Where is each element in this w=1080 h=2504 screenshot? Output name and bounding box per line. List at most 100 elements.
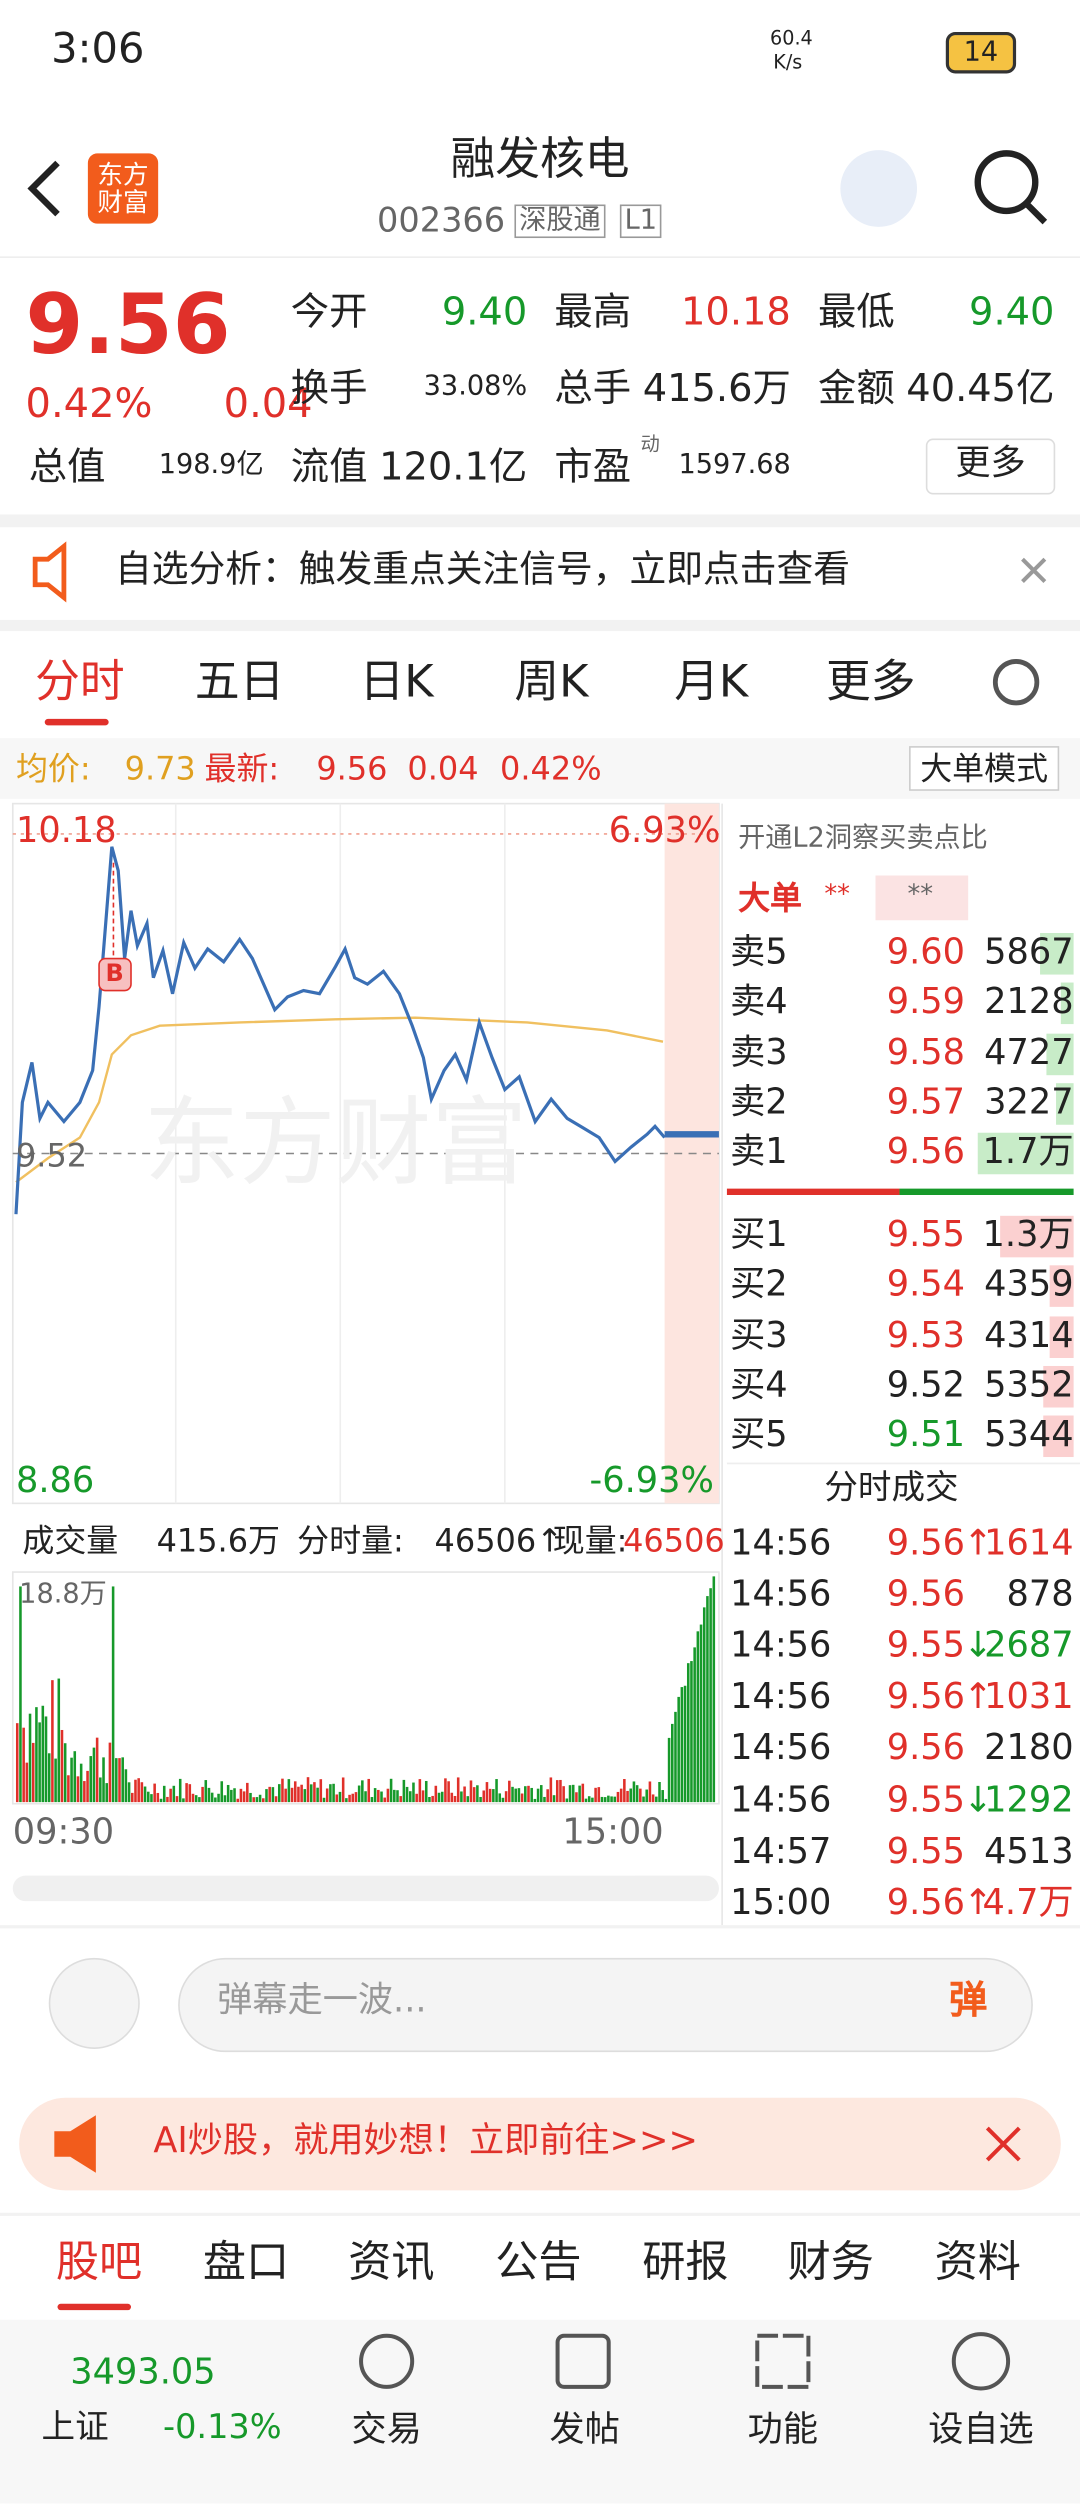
settings-icon[interactable] xyxy=(992,659,1040,706)
info-bg xyxy=(0,738,1080,799)
book-volume: 5344 xyxy=(984,1415,1074,1456)
minute-volume: 46506↑ xyxy=(434,1520,563,1560)
avg-line xyxy=(15,1016,664,1184)
volume-total: 415.6万 xyxy=(156,1520,281,1560)
nav-item[interactable]: 发帖 xyxy=(549,2410,620,2451)
field-value: 33.08% xyxy=(423,370,528,403)
volume-bar xyxy=(265,1789,268,1803)
tab[interactable]: 日K xyxy=(359,655,434,708)
volume-label[interactable]: 成交量 xyxy=(22,1520,119,1560)
index-name[interactable]: 上证 xyxy=(41,2407,109,2446)
trade-volume: 878 xyxy=(1006,1575,1074,1616)
nav-item[interactable]: 功能 xyxy=(747,2410,818,2451)
tab[interactable]: 周K xyxy=(514,655,589,708)
more-button[interactable] xyxy=(925,438,1056,495)
marker: B xyxy=(105,958,124,988)
bottom-tab[interactable]: 研报 xyxy=(642,2238,729,2288)
volume-max: 18.8万 xyxy=(19,1578,107,1611)
prev-close: 9.52 xyxy=(15,1135,88,1175)
volume-bar xyxy=(316,1787,319,1803)
volume-bar xyxy=(28,1713,32,1803)
bottom-tab[interactable]: 资料 xyxy=(934,2238,1021,2288)
trade-icon xyxy=(359,2333,415,2389)
back-icon[interactable] xyxy=(27,160,60,217)
comment-box[interactable] xyxy=(178,1957,1033,2053)
tab[interactable]: 更多 xyxy=(825,655,916,708)
comment-icon[interactable] xyxy=(48,1957,140,2049)
volume-bar xyxy=(686,1663,690,1803)
more[interactable]: 更多 xyxy=(955,444,1026,485)
volume-bar xyxy=(377,1789,380,1803)
logo: 东方财富 xyxy=(97,159,149,218)
nav-item[interactable]: 交易 xyxy=(351,2410,422,2451)
volume-bar xyxy=(105,1783,108,1803)
comment-placeholder[interactable]: 弹幕走一波... xyxy=(217,1981,427,2022)
book-price: 9.57 xyxy=(886,1083,965,1123)
bottom-tab[interactable]: 盘口 xyxy=(202,2238,290,2288)
bottom-tab[interactable]: 财务 xyxy=(787,2238,874,2288)
mode-button[interactable]: 大单模式 xyxy=(909,746,1060,791)
ad-bg[interactable] xyxy=(19,2097,1061,2191)
volume-bar xyxy=(600,1796,604,1803)
volume-bar xyxy=(696,1631,700,1803)
function-icon xyxy=(755,2333,811,2389)
field-value: 9.40 xyxy=(441,289,528,334)
volume-bar xyxy=(389,1778,393,1803)
volume-bar xyxy=(437,1792,441,1803)
tab[interactable]: 分时 xyxy=(35,655,125,708)
search-icon[interactable] xyxy=(974,150,1039,215)
volume-bar xyxy=(271,1787,275,1803)
volume-bar xyxy=(175,1796,179,1803)
volume-bar xyxy=(655,1796,658,1803)
bottom-tab[interactable]: 公告 xyxy=(495,2238,582,2288)
volume-bar xyxy=(89,1756,93,1803)
trade-volume: 1031 xyxy=(984,1677,1074,1718)
volume-bar xyxy=(338,1791,342,1803)
volume-bar xyxy=(268,1786,271,1803)
l2-banner[interactable]: 开通L2洞察买卖点比 xyxy=(738,822,988,855)
comment-button[interactable]: 弹 xyxy=(948,1977,988,2023)
volume-bar xyxy=(188,1784,192,1803)
volume-bar xyxy=(207,1787,211,1803)
bottom-tab[interactable]: 股吧 xyxy=(55,2238,143,2288)
volume-bar xyxy=(357,1785,361,1803)
nav-item[interactable]: 设自选 xyxy=(928,2410,1034,2451)
ad-close[interactable] xyxy=(985,2126,1021,2162)
volume-bar xyxy=(150,1794,153,1803)
volume-bar xyxy=(460,1791,463,1803)
volume-bar xyxy=(309,1784,313,1803)
latest: 9.56 xyxy=(316,749,388,788)
volume-bar xyxy=(543,1796,546,1803)
field-label: 换手 xyxy=(290,365,368,411)
field-value: 40.45亿 xyxy=(906,365,1055,411)
volume-bar xyxy=(95,1737,99,1803)
volume-bar xyxy=(99,1777,102,1803)
minute-label: 分时量: xyxy=(297,1520,404,1560)
low: 8.86 xyxy=(15,1461,95,1502)
volume-bar xyxy=(524,1786,527,1803)
index-pct[interactable]: -0.13% xyxy=(162,2407,282,2446)
volume-bar xyxy=(514,1788,517,1803)
tab[interactable]: 五日 xyxy=(194,655,285,708)
scroller[interactable] xyxy=(12,1875,719,1902)
trades-title[interactable]: 分时成交 xyxy=(824,1468,959,1507)
field-value: 120.1亿 xyxy=(379,444,528,489)
volume-bar xyxy=(661,1790,664,1803)
bottom-tab[interactable]: 资讯 xyxy=(348,2238,435,2288)
ad-text[interactable]: AI炒股，就用妙想！立即前往>>> xyxy=(153,2121,698,2162)
book-price: 9.55 xyxy=(886,1215,965,1256)
avatar[interactable] xyxy=(840,150,918,227)
book-price: 9.59 xyxy=(886,983,965,1023)
book-volume: 4359 xyxy=(984,1265,1074,1306)
tab[interactable]: 月K xyxy=(674,655,749,708)
volume-bar xyxy=(635,1785,639,1803)
close-icon[interactable] xyxy=(1021,557,1047,583)
trade-time: 14:56 xyxy=(730,1677,832,1718)
x-end: 15:00 xyxy=(562,1813,664,1854)
volume-bar xyxy=(127,1782,131,1803)
index-value[interactable]: 3493.05 xyxy=(70,2353,216,2394)
notice[interactable]: 自选分析：触发重点关注信号，立即点击查看 xyxy=(115,549,850,592)
volume-bar xyxy=(444,1778,447,1803)
volume-bar xyxy=(492,1789,495,1803)
volume-bar xyxy=(44,1716,48,1803)
